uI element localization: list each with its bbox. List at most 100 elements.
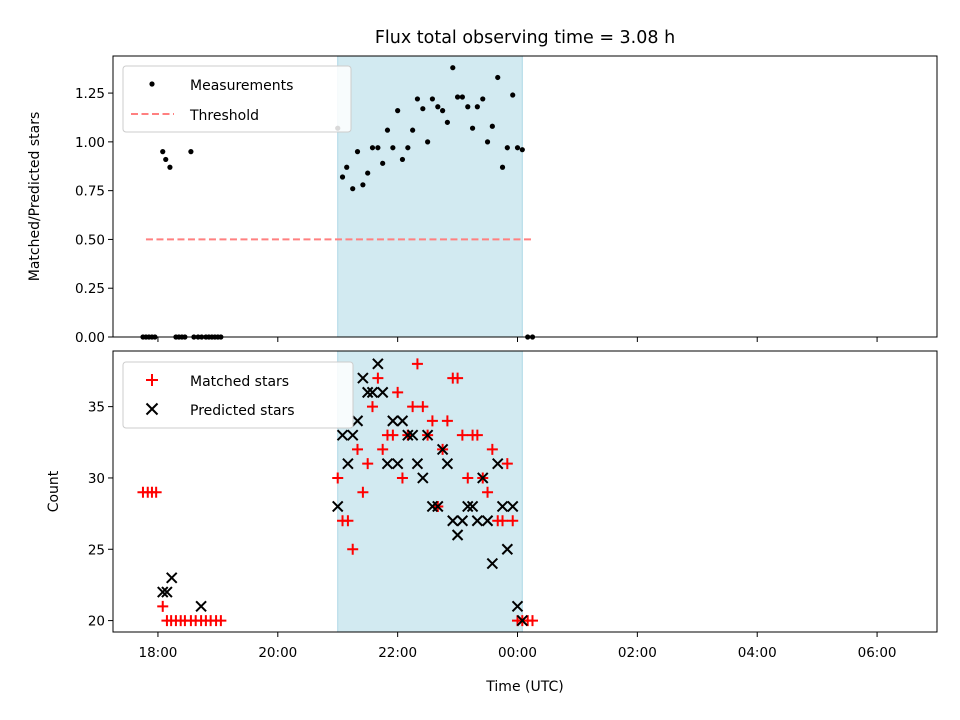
- x-axis-label: Time (UTC): [485, 679, 563, 695]
- measurement-point: [405, 145, 411, 151]
- matched-star-point: [462, 472, 474, 484]
- legend-box: [122, 65, 352, 133]
- measurement-point: [484, 139, 491, 145]
- legend: Matched stars Predicted stars: [122, 361, 354, 429]
- predicted-star-point: [157, 586, 169, 598]
- measurement-point: [440, 108, 446, 114]
- x-tick-label: 22:00: [378, 645, 417, 661]
- matched-star-point: [411, 358, 423, 370]
- y-tick-label: 35: [88, 400, 105, 416]
- measurement-point: [410, 127, 416, 133]
- predicted-star-point: [507, 500, 519, 513]
- chart-title: Flux total observing time = 3.08 h: [375, 28, 675, 48]
- measurement-point: [519, 147, 525, 153]
- y-tick-label: 20: [88, 614, 105, 630]
- x-axis: 18:00 20:00 22:00 00:00 02:00 04:00 06:00: [138, 632, 897, 661]
- predicted-star-point: [456, 515, 469, 527]
- predicted-star-point: [511, 600, 524, 613]
- predicted-star-point: [336, 429, 349, 441]
- y-axis: 0.00 0.25 0.50 0.75 1.00 1.25: [75, 86, 113, 346]
- matched-star-point: [352, 443, 364, 455]
- measurement-point: [495, 74, 501, 81]
- legend-marker-measurements: [149, 81, 155, 87]
- axes-frame: [112, 350, 938, 633]
- measurement-point: [444, 119, 450, 125]
- matched-star-point: [486, 443, 498, 455]
- matched-star-point: [407, 401, 419, 413]
- predicted-star-point: [441, 457, 454, 470]
- measurement-point: [395, 108, 401, 114]
- predicted-star-point: [406, 429, 419, 441]
- measurement-point: [474, 104, 480, 110]
- matched-star-point: [387, 429, 399, 441]
- y-axis-label: Count: [46, 470, 62, 512]
- legend-label-threshold: Threshold: [189, 108, 259, 124]
- predicted-star-point: [342, 457, 354, 470]
- measurement-point: [459, 94, 465, 100]
- measurement-point: [384, 127, 391, 133]
- measurement-point: [188, 149, 194, 155]
- y-tick-label: 0.75: [75, 184, 105, 200]
- x-tick-label: 20:00: [258, 645, 297, 661]
- measurement-point: [499, 164, 506, 170]
- matched-star-point: [342, 515, 354, 527]
- y-tick-label: 25: [88, 542, 105, 558]
- measurement-point: [163, 156, 169, 163]
- predicted-star-point: [496, 500, 509, 513]
- predicted-star-point: [462, 500, 474, 513]
- matched-star-point: [215, 615, 227, 627]
- matched-star-point: [507, 515, 519, 527]
- x-tick-label: 18:00: [138, 645, 177, 661]
- matched-star-point: [362, 458, 374, 470]
- x-axis-ticks: [157, 337, 878, 342]
- predicted-star-point: [501, 543, 514, 555]
- predicted-star-point: [166, 572, 178, 584]
- y-tick-label: 30: [88, 471, 105, 487]
- measurement-point: [354, 149, 361, 155]
- matched-star-point: [526, 615, 538, 627]
- matched-star-point: [332, 472, 344, 484]
- matched-star-point: [357, 486, 369, 498]
- predicted-star-point: [447, 515, 459, 527]
- count-marks: [137, 358, 538, 627]
- predicted-star-point: [376, 386, 389, 399]
- legend-marker-matched: [146, 374, 158, 386]
- predicted-star-point: [466, 500, 479, 513]
- matched-star-point: [441, 415, 453, 427]
- y-tick-label: 0.25: [75, 281, 105, 297]
- legend-label-matched: Matched stars: [190, 374, 289, 390]
- predicted-star-point: [361, 386, 374, 399]
- predicted-star-point: [357, 372, 369, 384]
- matched-star-point: [347, 543, 359, 555]
- measurement-point: [414, 96, 421, 102]
- measurement-point: [167, 164, 173, 170]
- predicted-star-point: [432, 500, 444, 513]
- highlight-span: [337, 55, 523, 338]
- measurement-point: [350, 186, 356, 192]
- legend-label-measurements: Measurements: [190, 78, 293, 94]
- x-tick-label: 06:00: [858, 645, 897, 661]
- measurement-point: [380, 160, 386, 166]
- predicted-star-point: [372, 358, 384, 370]
- legend-marker-predicted: [145, 402, 159, 416]
- predicted-star-point: [477, 472, 489, 484]
- predicted-star-point: [516, 614, 529, 627]
- measurement-point: [450, 65, 456, 71]
- measurement-point: [465, 104, 471, 110]
- matched-star-point: [372, 372, 384, 384]
- legend-box: [122, 361, 354, 429]
- predicted-star-point: [417, 472, 429, 484]
- axes-frame: [112, 55, 938, 338]
- y-tick-label: 0.00: [75, 330, 105, 346]
- measurement-point: [480, 96, 486, 102]
- measurement-point: [344, 164, 350, 170]
- measurement-point: [375, 145, 381, 151]
- y-axis-label: Matched/Predicted stars: [27, 112, 43, 282]
- predicted-star-point: [451, 529, 464, 541]
- measurement-point: [429, 96, 436, 102]
- matched-star-point: [452, 372, 464, 384]
- measurement-point: [425, 139, 431, 145]
- ratio-panel: 0.00 0.25 0.50 0.75 1.00 1.25 Matched/Predict…: [27, 55, 938, 346]
- matched-star-point: [471, 429, 483, 441]
- measurement-point: [369, 145, 376, 151]
